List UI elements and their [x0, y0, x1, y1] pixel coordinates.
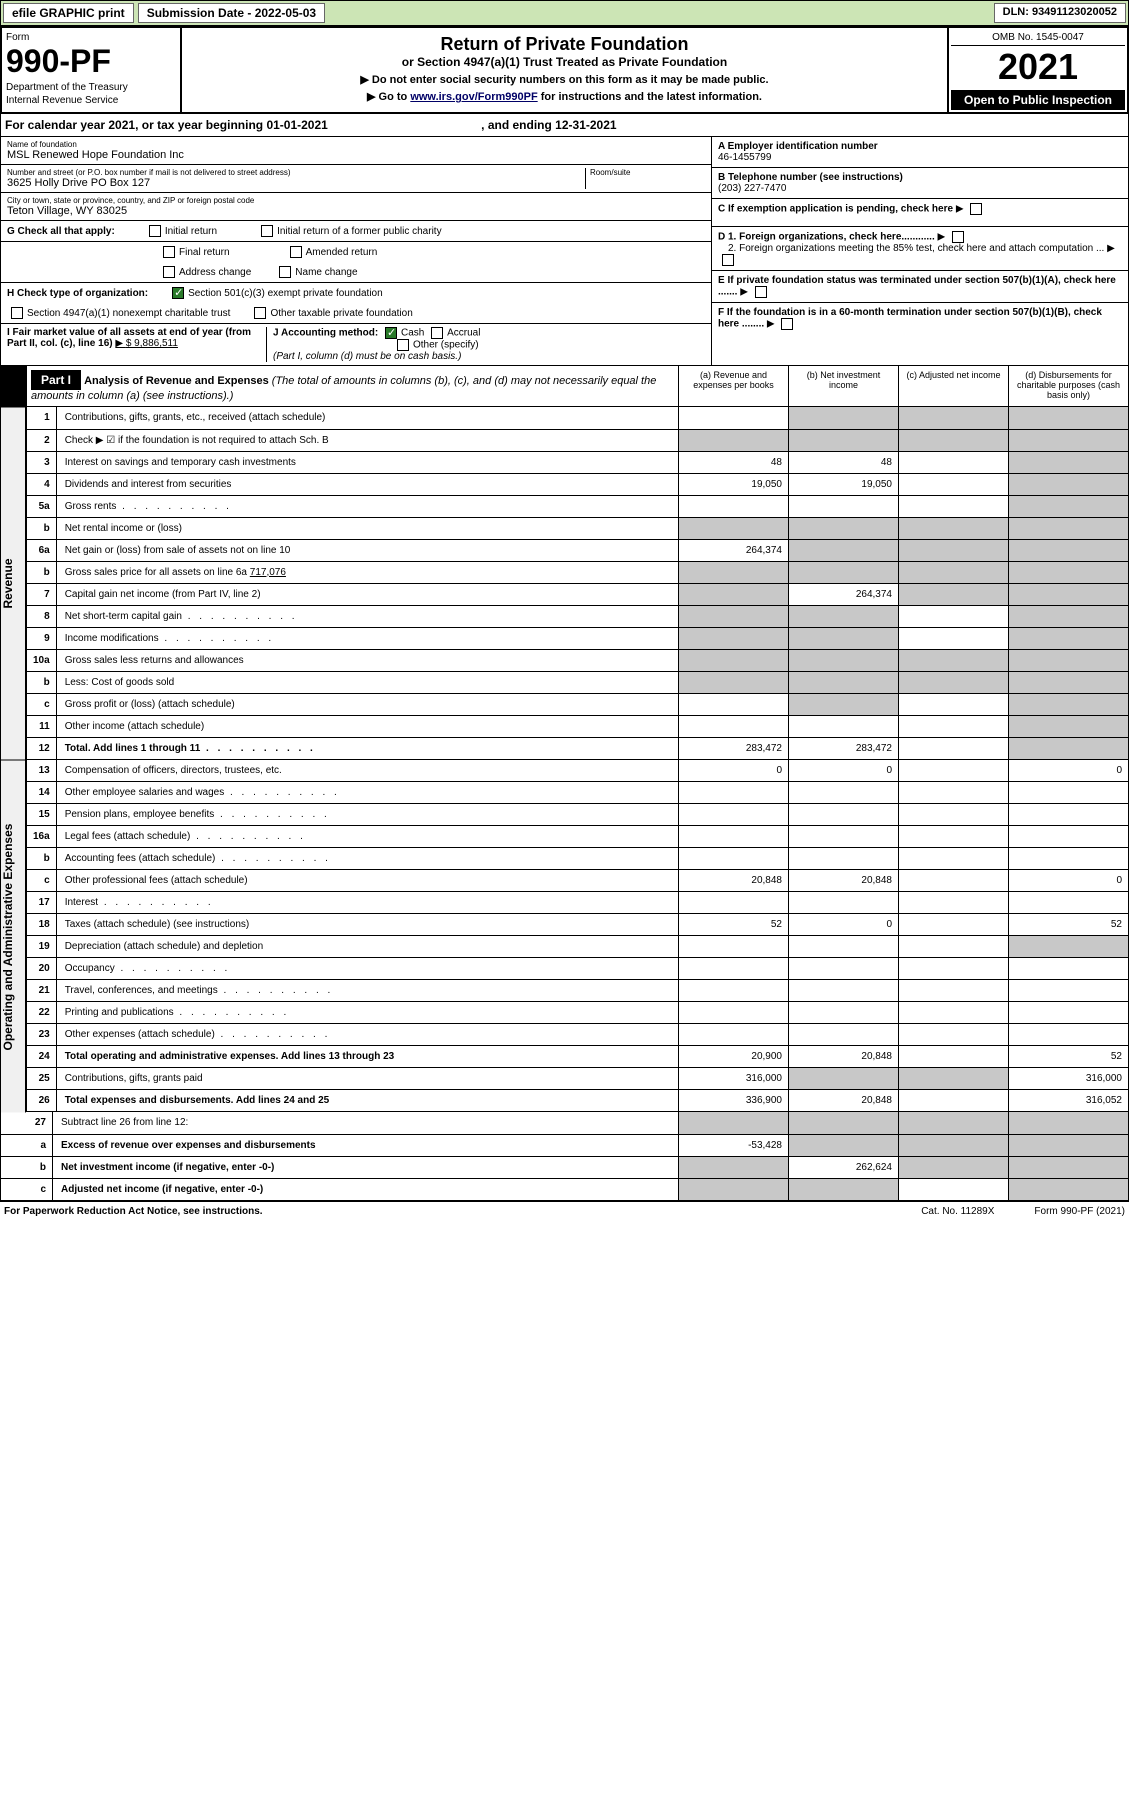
i-value: $ 9,886,511: [115, 338, 178, 349]
footer-catno: Cat. No. 11289X: [921, 1206, 994, 1217]
irs-label: Internal Revenue Service: [6, 95, 176, 106]
efile-print[interactable]: efile GRAPHIC print: [3, 3, 134, 23]
col-d-head: (d) Disbursements for charitable purpose…: [1008, 366, 1128, 406]
expenses-label: Operating and Administrative Expenses: [0, 760, 26, 1113]
part1-header-row: Part I Analysis of Revenue and Expenses …: [0, 366, 1129, 407]
city-label: City or town, state or province, country…: [7, 196, 254, 205]
form-number: 990-PF: [6, 43, 176, 80]
form-link[interactable]: www.irs.gov/Form990PF: [410, 91, 537, 103]
ein-value: 46-1455799: [718, 152, 771, 163]
instr-goto: ▶ Go to www.irs.gov/Form990PF for instru…: [188, 90, 941, 103]
h-checks: H Check type of organization: Section 50…: [1, 283, 711, 303]
form-header: Form 990-PF Department of the Treasury I…: [0, 26, 1129, 114]
cb-final[interactable]: [163, 246, 175, 258]
form-label: Form: [6, 32, 176, 43]
omb-number: OMB No. 1545-0047: [951, 30, 1125, 46]
footer-form: Form 990-PF (2021): [1034, 1206, 1125, 1217]
entity-block: Name of foundation MSL Renewed Hope Foun…: [0, 137, 1129, 366]
cb-other-taxable[interactable]: [254, 307, 266, 319]
col-a-head: (a) Revenue and expenses per books: [678, 366, 788, 406]
addr-label: Number and street (or P.O. box number if…: [7, 168, 585, 177]
revenue-table: 1Contributions, gifts, grants, etc., rec…: [26, 407, 1129, 760]
instr-ssn: ▶ Do not enter social security numbers o…: [188, 73, 941, 86]
cb-f[interactable]: [781, 318, 793, 330]
phone-cell: B Telephone number (see instructions) (2…: [712, 168, 1128, 199]
g-checks-2: Final return Amended return: [1, 242, 711, 262]
main-title: Return of Private Foundation: [188, 34, 941, 55]
title-box: Return of Private Foundation or Section …: [182, 28, 947, 112]
calendar-year-row: For calendar year 2021, or tax year begi…: [0, 114, 1129, 137]
cb-amended[interactable]: [290, 246, 302, 258]
g-checks: G Check all that apply: Initial return I…: [1, 221, 711, 242]
cb-accrual[interactable]: [431, 327, 443, 339]
col-c-head: (c) Adjusted net income: [898, 366, 1008, 406]
cb-other-method[interactable]: [397, 339, 409, 351]
ein-cell: A Employer identification number 46-1455…: [712, 137, 1128, 168]
tax-year: 2021: [951, 46, 1125, 88]
foundation-name: MSL Renewed Hope Foundation Inc: [7, 149, 184, 161]
room-label: Room/suite: [590, 168, 705, 177]
phone-value: (203) 227-7470: [718, 183, 786, 194]
expenses-section: Operating and Administrative Expenses 13…: [0, 760, 1129, 1113]
dept-treasury: Department of the Treasury: [6, 82, 176, 93]
dln: DLN: 93491123020052: [994, 3, 1126, 23]
open-public: Open to Public Inspection: [951, 90, 1125, 110]
name-label: Name of foundation: [7, 140, 705, 149]
city: Teton Village, WY 83025: [7, 205, 127, 217]
submission-date: Submission Date - 2022-05-03: [138, 3, 325, 23]
cb-c[interactable]: [970, 203, 982, 215]
year-box: OMB No. 1545-0047 2021 Open to Public In…: [947, 28, 1127, 112]
g-checks-3: Address change Name change: [1, 262, 711, 283]
top-bar: efile GRAPHIC print Submission Date - 20…: [0, 0, 1129, 26]
footer-notice: For Paperwork Reduction Act Notice, see …: [4, 1206, 263, 1217]
col-b-head: (b) Net investment income: [788, 366, 898, 406]
cb-d2[interactable]: [722, 254, 734, 266]
part1-label: Part I: [31, 370, 81, 390]
e-cell: E If private foundation status was termi…: [712, 271, 1128, 303]
summary-table: 27Subtract line 26 from line 12: aExcess…: [0, 1112, 1129, 1201]
h-checks-2: Section 4947(a)(1) nonexempt charitable …: [1, 303, 711, 324]
cb-501c3[interactable]: [172, 287, 184, 299]
form-number-box: Form 990-PF Department of the Treasury I…: [2, 28, 182, 112]
expenses-table: 13Compensation of officers, directors, t…: [26, 760, 1129, 1113]
revenue-section: Revenue 1Contributions, gifts, grants, e…: [0, 407, 1129, 760]
cb-4947[interactable]: [11, 307, 23, 319]
cb-initial[interactable]: [149, 225, 161, 237]
d-cell: D 1. Foreign organizations, check here..…: [712, 227, 1128, 271]
cb-initial-former[interactable]: [261, 225, 273, 237]
cb-d1[interactable]: [952, 231, 964, 243]
subtitle: or Section 4947(a)(1) Trust Treated as P…: [188, 55, 941, 69]
f-cell: F If the foundation is in a 60-month ter…: [712, 303, 1128, 334]
address: 3625 Holly Drive PO Box 127: [7, 177, 150, 189]
cb-cash[interactable]: [385, 327, 397, 339]
cb-name-change[interactable]: [279, 266, 291, 278]
page-footer: For Paperwork Reduction Act Notice, see …: [0, 1201, 1129, 1221]
c-cell: C If exemption application is pending, c…: [712, 199, 1128, 227]
revenue-label: Revenue: [0, 407, 26, 760]
cb-e[interactable]: [755, 286, 767, 298]
cb-address[interactable]: [163, 266, 175, 278]
